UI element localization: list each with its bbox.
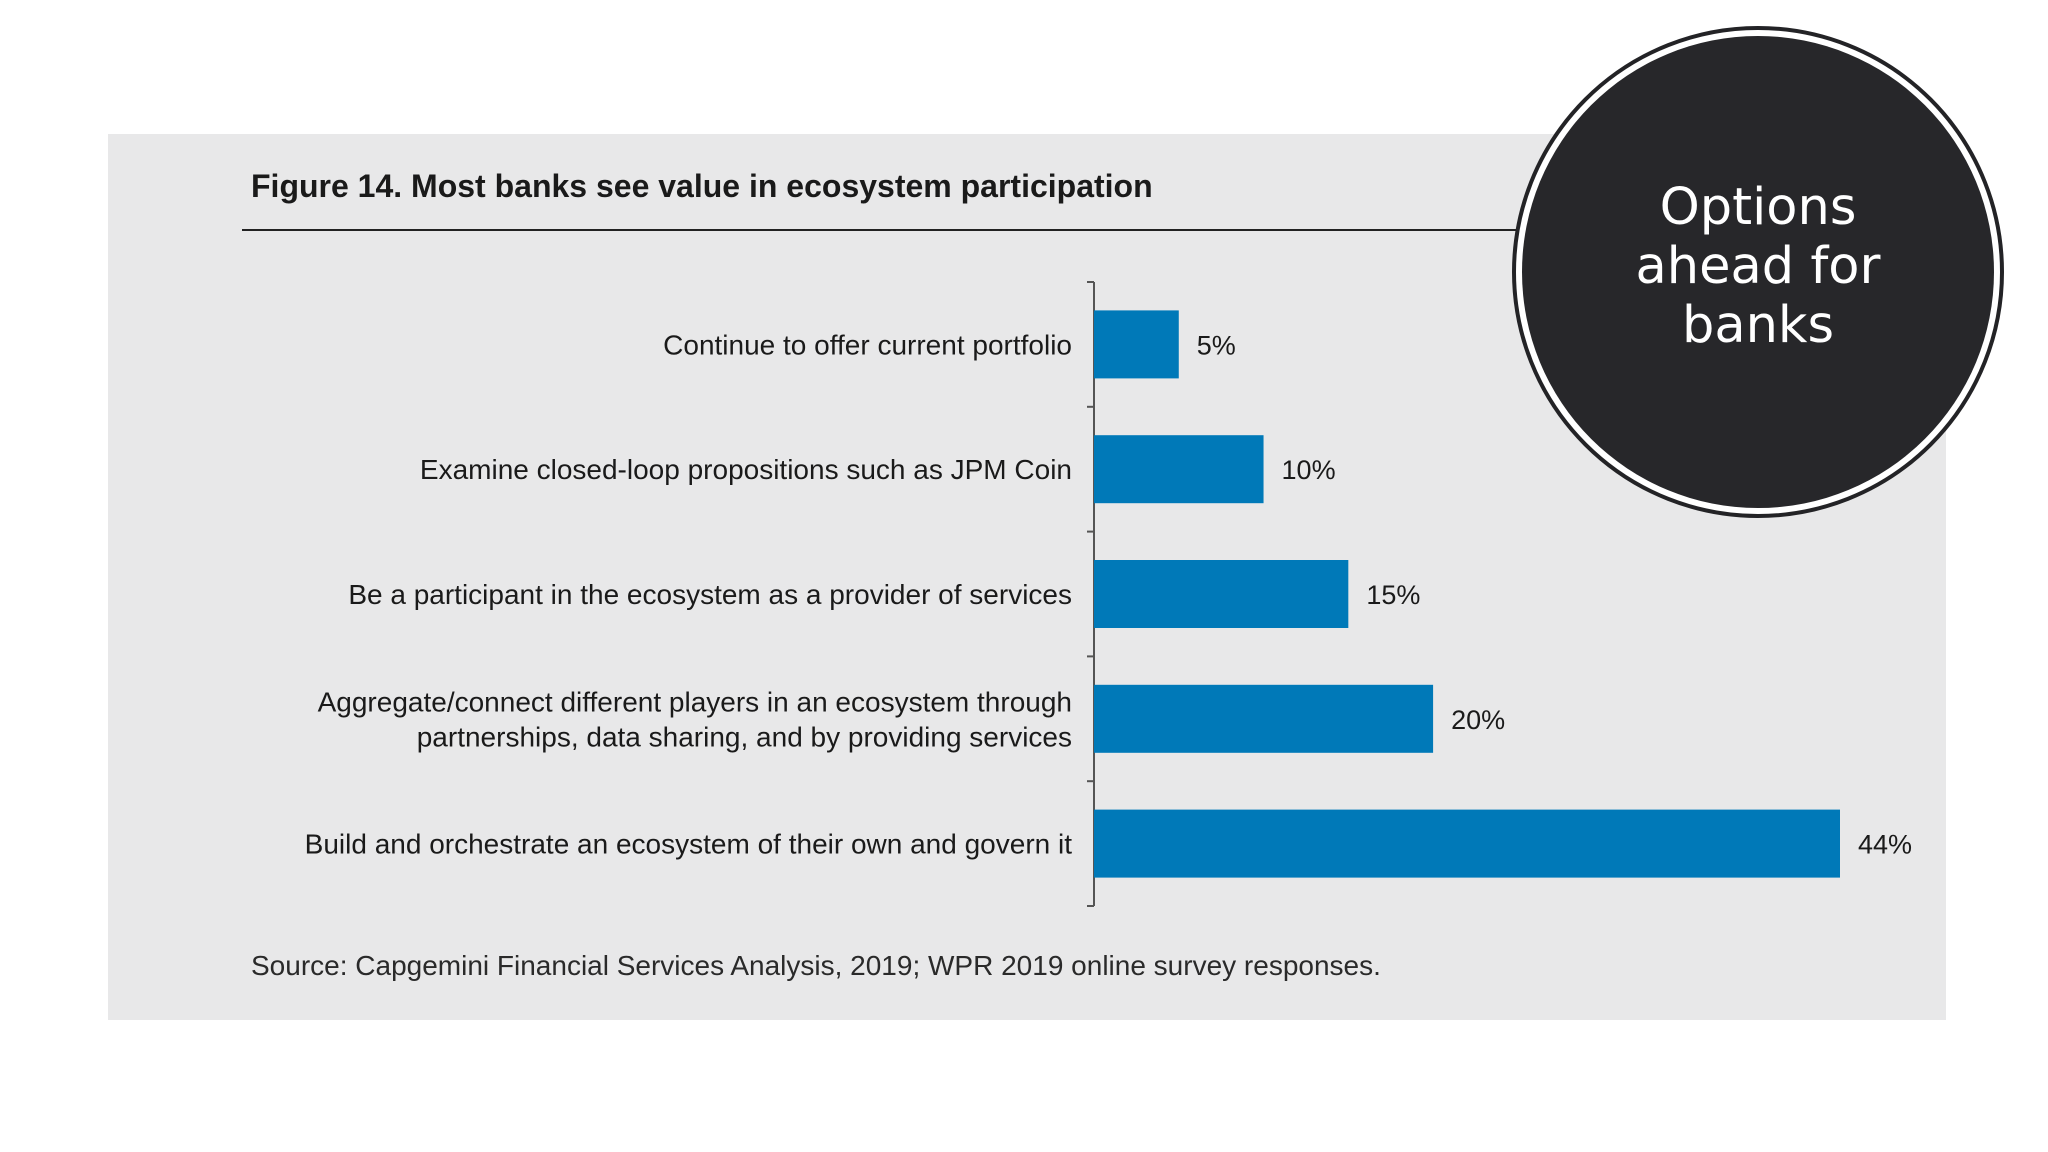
badge-line-2: ahead for <box>1635 237 1881 296</box>
category-label-1: Continue to offer current portfolio <box>663 329 1072 360</box>
bars-group <box>1094 310 1840 878</box>
badge-text: Options ahead for banks <box>1590 178 1926 355</box>
value-label-2: 10% <box>1282 455 1336 485</box>
category-label-4-line-2: partnerships, data sharing, and by provi… <box>417 721 1072 752</box>
category-label-4-line-1: Aggregate/connect different players in a… <box>318 686 1072 717</box>
bar-2 <box>1094 435 1264 504</box>
category-label-2: Examine closed-loop propositions such as… <box>420 454 1072 485</box>
bar-4 <box>1094 684 1434 753</box>
category-label-5: Build and orchestrate an ecosystem of th… <box>305 829 1073 860</box>
chart-title: Figure 14. Most banks see value in ecosy… <box>251 168 1153 204</box>
axis-group <box>1087 281 1095 907</box>
value-label-1: 5% <box>1197 330 1236 360</box>
badge-circle <box>1522 36 1994 508</box>
value-label-3: 15% <box>1366 580 1420 610</box>
labels-group: 5% Continue to offer current portfolio 10%… <box>305 329 1912 859</box>
badge-line-3: banks <box>1681 296 1835 355</box>
value-label-5: 44% <box>1858 830 1912 860</box>
category-label-3: Be a participant in the ecosystem as a p… <box>348 579 1072 610</box>
badge-line-1: Options <box>1659 178 1857 237</box>
value-label-4: 20% <box>1451 705 1505 735</box>
chart-source: Source: Capgemini Financial Services Ana… <box>251 950 1381 981</box>
bar-1 <box>1094 310 1179 379</box>
bar-3 <box>1094 560 1349 628</box>
title-rule <box>242 229 1542 231</box>
bar-5 <box>1094 809 1840 878</box>
